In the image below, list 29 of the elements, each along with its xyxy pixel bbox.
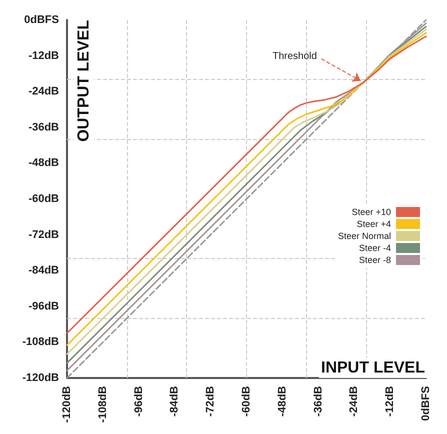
x-tick-label: -60dB <box>240 386 252 417</box>
x-tick-label: -72dB <box>204 386 217 417</box>
y-tick-label: -48dB <box>28 157 60 170</box>
x-axis-title: INPUT LEVEL <box>320 360 426 376</box>
x-tick-label: -12dB <box>384 386 396 417</box>
x-tick-label: -84dB <box>168 386 181 417</box>
y-tick-label: -24dB <box>28 86 60 98</box>
x-tick-label: -36dB <box>312 386 324 417</box>
x-tick-label: 0dBFS <box>420 386 432 421</box>
y-tick-label: -120dB <box>22 372 60 384</box>
legend-label: Steer Normal <box>338 231 391 241</box>
x-tick-label: -108dB <box>96 386 109 423</box>
y-tick-label: 0dBFS <box>24 14 59 26</box>
y-tick-label: -12dB <box>28 50 60 62</box>
legend-label: Steer +4 <box>356 219 391 229</box>
x-tick-label: -24dB <box>348 386 360 417</box>
y-tick-label: -108dB <box>22 336 60 348</box>
y-tick-label: -72dB <box>28 228 60 241</box>
y-tick-label: -96dB <box>28 300 60 312</box>
legend-label: Steer -4 <box>358 243 391 253</box>
x-tick-label: -48dB <box>276 386 288 417</box>
y-tick-label: -84dB <box>28 264 60 277</box>
y-tick-label: -60dB <box>28 193 60 205</box>
legend-label: Steer -8 <box>358 255 391 265</box>
legend-label: Steer +10 <box>352 207 391 217</box>
x-tick-label: -96dB <box>132 386 145 417</box>
y-tick-label: -36dB <box>28 121 60 134</box>
y-axis-title: OUTPUT LEVEL <box>76 20 92 142</box>
annotation: Threshold <box>272 50 317 62</box>
